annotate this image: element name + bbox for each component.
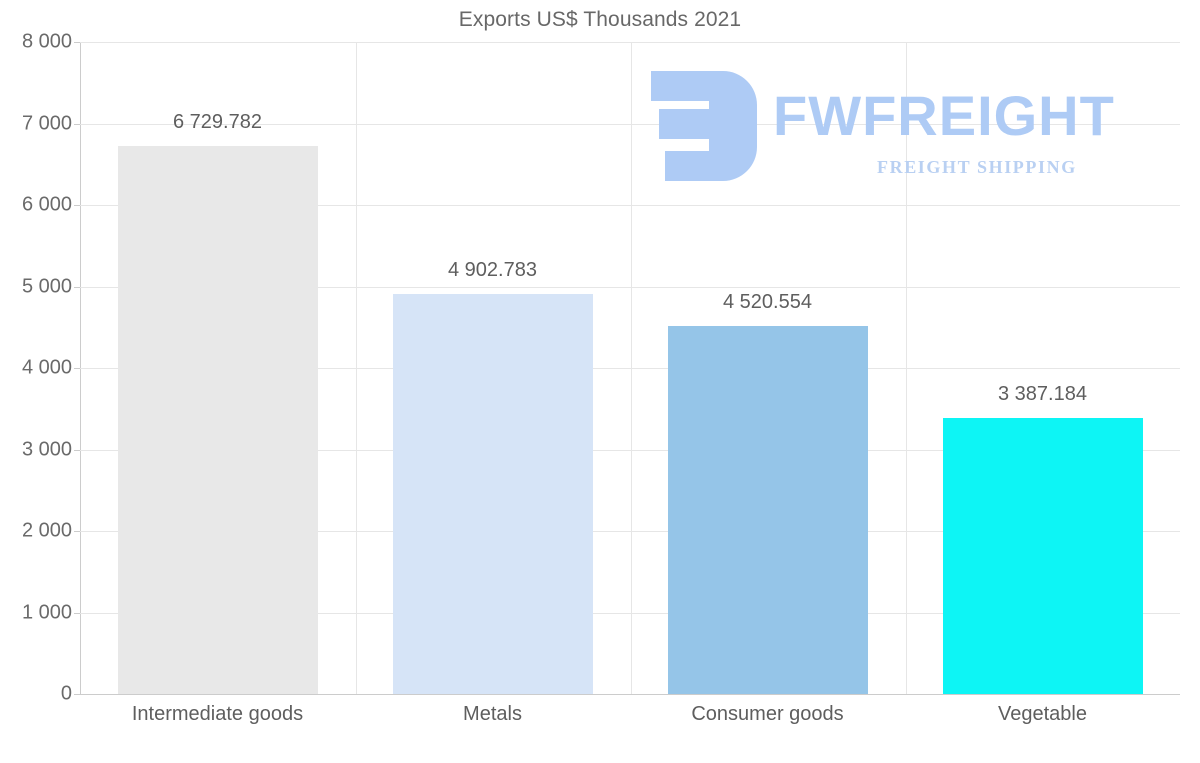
y-axis-tick-mark	[74, 205, 80, 206]
y-axis: 0 1 000 2 000 3 000 4 000 5 000 6 000 7 000 8 00…	[0, 31, 80, 705]
gridline-horizontal	[80, 449, 1180, 451]
bar-value-label: 4 520.554	[723, 290, 812, 313]
y-axis-tick-mark	[74, 531, 80, 532]
y-axis-tick-label: 6 000	[21, 193, 72, 216]
y-axis-tick-label: 4 000	[21, 356, 72, 379]
gridline-vertical	[906, 42, 907, 694]
gridline-horizontal	[80, 368, 1180, 369]
y-axis-tick-mark	[74, 368, 80, 369]
gridline-horizontal	[80, 612, 1180, 614]
bar[interactable]	[392, 294, 593, 694]
y-axis-tick-label: 5 000	[21, 275, 72, 297]
y-axis-tick-label: 1 000	[21, 601, 72, 623]
y-axis-tick-mark	[74, 286, 80, 288]
bar[interactable]	[667, 325, 868, 694]
y-axis-tick-mark	[74, 694, 80, 695]
bar[interactable]	[942, 417, 1143, 694]
x-axis-tick-label: Intermediate goods	[131, 703, 304, 725]
y-axis-tick-label: 3 000	[21, 438, 72, 460]
gridline-horizontal	[80, 531, 1180, 532]
gridline-horizontal	[80, 286, 1180, 288]
gridline-horizontal	[80, 123, 1180, 125]
chart-title: Exports US$ Thousands 2021	[458, 8, 742, 31]
gridline-vertical	[356, 42, 357, 694]
y-axis-tick-label: 8 000	[21, 30, 72, 53]
gridline-horizontal	[80, 205, 1180, 206]
y-axis-tick-label: 7 000	[21, 112, 72, 134]
plot-area: 6 729.782 4 902.783 4 520.554 3 387.184	[80, 42, 1180, 695]
x-axis-tick-label: Metals	[463, 703, 522, 725]
bar-value-label: 3 387.184	[998, 382, 1087, 405]
y-axis-tick-label: 0	[60, 682, 72, 705]
bar-value-label: 4 902.783	[448, 259, 537, 282]
gridline-horizontal	[80, 694, 1180, 695]
y-axis-tick-mark	[74, 42, 80, 43]
y-axis-tick-mark	[74, 449, 80, 451]
x-axis-tick-label: Vegetable	[998, 703, 1087, 725]
y-axis-tick-mark	[74, 123, 80, 125]
y-axis-tick-mark	[74, 612, 80, 614]
bar[interactable]	[117, 145, 318, 694]
gridline-vertical	[631, 42, 632, 694]
x-axis-tick-label: Consumer goods	[691, 703, 844, 725]
bar-value-label: 6 729.782	[173, 110, 262, 133]
gridline-horizontal	[80, 42, 1180, 43]
y-axis-tick-label: 2 000	[21, 519, 72, 542]
